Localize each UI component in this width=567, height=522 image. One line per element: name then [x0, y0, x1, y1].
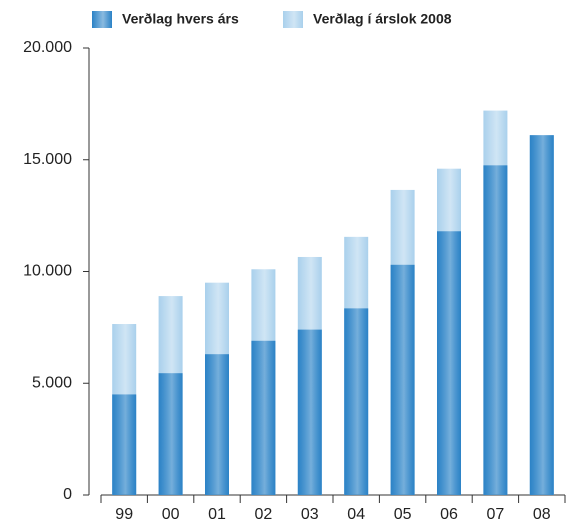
bar: [158, 373, 183, 495]
x-tick-label: 02: [255, 506, 273, 522]
bar: [205, 354, 229, 495]
x-tick-label: 00: [162, 506, 180, 522]
x-tick-label: 06: [440, 506, 458, 522]
y-tick-label: 10.000: [23, 263, 72, 280]
bar: [251, 340, 276, 495]
x-tick-label: 01: [208, 506, 226, 522]
x-tick-label: 03: [301, 506, 319, 522]
bar: [483, 165, 508, 495]
bar: [437, 231, 461, 495]
x-tick-label: 08: [533, 506, 551, 522]
bar: [529, 135, 554, 496]
x-tick-label: 99: [115, 506, 133, 522]
y-tick-label: 20.000: [23, 39, 72, 56]
bar: [390, 264, 415, 495]
x-tick-label: 07: [487, 506, 505, 522]
y-tick-label: 15.000: [23, 151, 72, 168]
legend-swatch: [283, 11, 303, 28]
bar: [344, 308, 369, 495]
y-tick-label: 0: [63, 486, 72, 503]
x-tick-label: 04: [347, 506, 365, 522]
legend-swatch: [92, 11, 112, 28]
legend-label: Verðlag í árslok 2008: [313, 11, 452, 27]
bar: [297, 329, 322, 495]
y-tick-label: 5.000: [32, 374, 72, 391]
legend-label: Verðlag hvers árs: [122, 11, 239, 27]
bar: [112, 394, 137, 495]
x-tick-label: 05: [394, 506, 412, 522]
